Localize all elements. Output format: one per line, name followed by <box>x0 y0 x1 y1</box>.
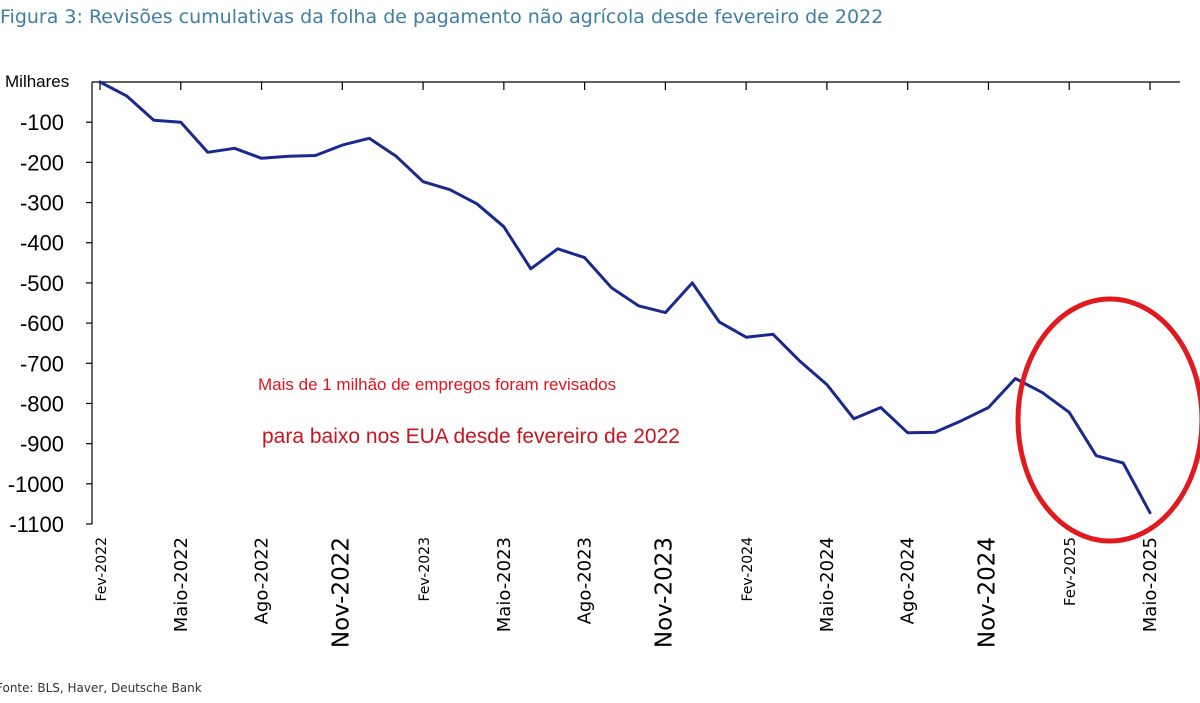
y-tick-label: -400 <box>20 231 64 256</box>
y-tick-label: -600 <box>20 311 64 336</box>
figure-title: Figura 3: Revisões cumulativas da folha … <box>0 6 884 28</box>
y-tick-label: -300 <box>20 191 64 216</box>
x-tick-label: Maio-2024 <box>817 537 838 632</box>
x-tick-label: Nov-2022 <box>328 537 354 648</box>
annotation-line-2: para baixo nos EUA desde fevereiro de 20… <box>262 425 680 448</box>
x-tick-label: Ago-2024 <box>898 537 919 624</box>
y-tick-label: -700 <box>20 351 64 376</box>
y-tick-label: -1000 <box>8 472 64 497</box>
y-tick-label: -800 <box>20 391 64 416</box>
y-tick-label: -1100 <box>9 512 64 537</box>
x-tick-label: Fev-2024 <box>740 537 756 602</box>
x-tick-label: Nov-2023 <box>651 537 677 648</box>
y-tick-label: -200 <box>20 150 64 175</box>
annotation-line-1: Mais de 1 milhão de empregos foram revis… <box>258 375 616 394</box>
series-line <box>98 80 1152 515</box>
x-axis-ticks: Fev-2022 Maio-2022 Ago-2022 Nov-2022 Fev-202… <box>94 82 1161 648</box>
y-tick-label: -500 <box>20 271 64 296</box>
x-tick-label: Fev-2023 <box>417 537 433 602</box>
x-tick-label: Maio-2023 <box>494 537 515 632</box>
axes <box>91 81 1180 524</box>
y-tick-label: -900 <box>20 432 64 457</box>
y-axis-ticks: -100 -200 -300 -400 -500 -600 -700 -800 -900 -100… <box>8 110 92 537</box>
x-tick-label: Ago-2022 <box>252 537 273 624</box>
y-tick-label: -100 <box>20 110 64 135</box>
x-tick-label: Fev-2025 <box>1061 537 1079 606</box>
x-tick-label: Maio-2025 <box>1140 537 1161 632</box>
y-axis-unit-label: Milhares <box>5 72 69 91</box>
highlight-circle <box>1015 296 1200 544</box>
x-tick-label: Nov-2024 <box>974 537 1000 648</box>
x-tick-label: Fev-2022 <box>94 537 110 602</box>
x-tick-label: Maio-2022 <box>171 537 192 632</box>
source-note: Fonte: BLS, Haver, Deutsche Bank <box>0 681 202 695</box>
x-tick-label: Ago-2023 <box>575 537 596 624</box>
